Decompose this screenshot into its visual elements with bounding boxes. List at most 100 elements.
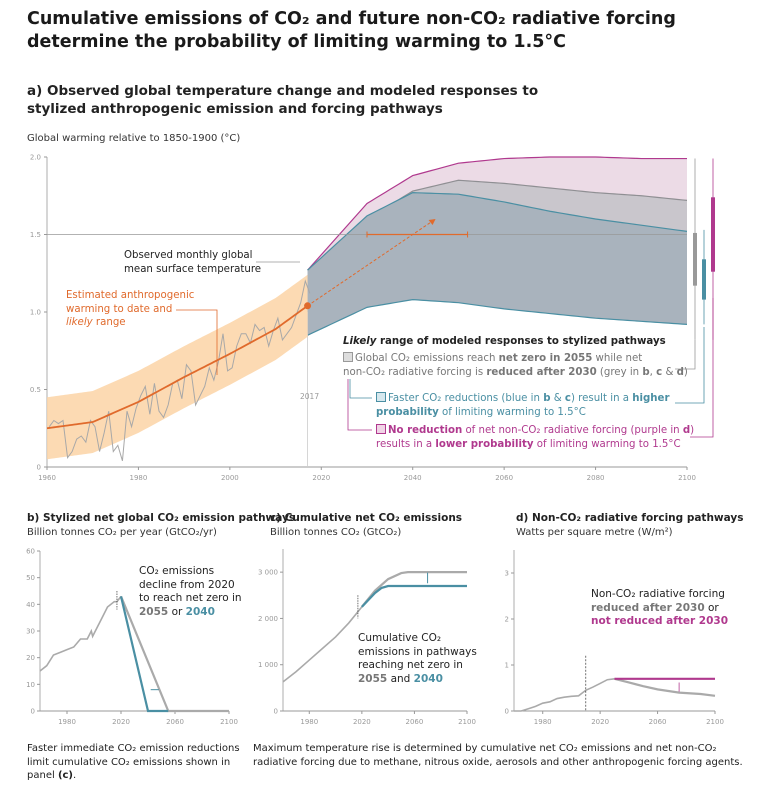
x-tick-label: 2020 bbox=[591, 718, 609, 726]
caption-left: Faster immediate CO₂ emission reductions… bbox=[27, 742, 245, 783]
rich-segment: probability bbox=[376, 406, 439, 418]
x-tick-label: 2060 bbox=[166, 718, 184, 726]
panel-c-title: c) Cumulative net CO₂ emissions bbox=[270, 512, 463, 524]
ann-blue: 2040 bbox=[185, 605, 215, 618]
y-tick-label: 60 bbox=[26, 548, 35, 556]
rich-segment: results in a bbox=[376, 438, 436, 450]
blue-band bbox=[307, 192, 687, 336]
ann-line: Non-CO₂ radiative forcing bbox=[591, 588, 725, 600]
panel-a-heading: a) Observed global temperature change an… bbox=[27, 83, 539, 117]
anthropogenic-leader bbox=[176, 309, 218, 375]
x-tick-label: 2020 bbox=[353, 718, 371, 726]
rich-segment: c bbox=[564, 393, 571, 404]
x-tick-label: 2100 bbox=[706, 718, 724, 726]
y-tick-label: 20 bbox=[26, 654, 35, 662]
rich-segment: (grey in bbox=[596, 366, 643, 378]
projection-arrow bbox=[307, 218, 436, 307]
x-tick-label: 2060 bbox=[649, 718, 667, 726]
y-tick-label: 50 bbox=[26, 574, 35, 582]
anthropogenic-warming-line bbox=[46, 305, 309, 430]
rich-segment: b bbox=[642, 366, 650, 378]
ann-or: or bbox=[704, 601, 719, 614]
anthropogenic-label-line: warming to date and bbox=[66, 303, 173, 315]
y-tick-label: 1 bbox=[505, 662, 509, 670]
y-tick-label: 0.5 bbox=[30, 386, 41, 394]
x-tick-label: 2060 bbox=[406, 718, 424, 726]
purple-upper bbox=[307, 156, 687, 271]
ann-grey: 2055 bbox=[139, 605, 169, 618]
caption-left-text: Faster immediate CO₂ emission reductions… bbox=[27, 743, 240, 781]
current-warming-dot bbox=[304, 302, 312, 310]
ann-line: emissions in pathways bbox=[358, 645, 477, 658]
legend-title: Likely range of modeled responses to sty… bbox=[343, 335, 666, 349]
ann-grey: 2055 bbox=[358, 672, 388, 685]
legend-grey-line2: non-CO₂ radiative forcing is reduced aft… bbox=[343, 367, 688, 378]
legend-blue-line2: probability of limiting warming to 1.5°C bbox=[376, 407, 586, 418]
ann-and: and bbox=[387, 672, 414, 685]
y-tick-label: 0 bbox=[505, 708, 509, 716]
ann-line: CO₂ emissions bbox=[139, 565, 215, 577]
pathway-line-1 bbox=[119, 596, 169, 713]
rich-segment: , bbox=[649, 366, 657, 378]
year-marker-2017: 2017 bbox=[300, 392, 320, 401]
projection-arrowhead bbox=[428, 219, 436, 225]
panel-b-title: b) Stylized net global CO₂ emission path… bbox=[27, 512, 296, 524]
y-tick-label: 0 bbox=[274, 708, 278, 716]
legend-blue-line1: Faster CO₂ reductions (blue in b & c) re… bbox=[388, 393, 669, 404]
ann-line: decline from 2020 bbox=[139, 578, 235, 591]
panel-c-annotation: Cumulative CO₂ emissions in pathways reach… bbox=[358, 632, 477, 686]
y-tick-label: 1.5 bbox=[30, 231, 41, 239]
observed-temperature-line bbox=[48, 279, 311, 461]
panel-c-chart: 0 1 000 2 000 3 000 1980 2020 2060 2100 bbox=[258, 549, 476, 726]
rich-segment: higher bbox=[632, 393, 670, 404]
rich-segment: lower probability bbox=[435, 438, 534, 450]
rich-segment: ) bbox=[683, 366, 688, 378]
legend-purple-line2: results in a lower probability of limiti… bbox=[376, 439, 681, 450]
blue-connector bbox=[675, 327, 705, 404]
range-bar-box-purple bbox=[711, 197, 715, 272]
legend-purple: No reduction of net non-CO₂ radiative fo… bbox=[376, 424, 694, 451]
panel-b-chart: 0 10 20 30 40 50 60 1980 2020 2060 2100 bbox=[26, 548, 238, 727]
historical-line bbox=[514, 678, 615, 712]
y-tick-label: 1.0 bbox=[30, 309, 41, 317]
x-tick-label: 2000 bbox=[221, 474, 239, 482]
x-tick-label: 1980 bbox=[300, 718, 318, 726]
panel-d-ylabel: Watts per square metre (W/m²) bbox=[516, 527, 673, 538]
ann-or: or bbox=[168, 605, 186, 618]
panel-d-chart: 0 1 2 3 1980 2020 2060 2100 bbox=[505, 550, 724, 726]
caption-right: Maximum temperature rise is determined b… bbox=[253, 743, 743, 768]
x-tick-label: 2020 bbox=[112, 718, 130, 726]
observed-label-line: mean surface temperature bbox=[124, 263, 262, 275]
ann-grey: reduced after 2030 bbox=[591, 601, 705, 614]
rich-segment: b bbox=[543, 393, 551, 404]
y-tick-label: 2 bbox=[505, 616, 509, 624]
pathway-line-1 bbox=[361, 584, 467, 608]
x-tick-label: 2060 bbox=[495, 474, 513, 482]
panel-d-annotation: Non-CO₂ radiative forcing reduced after 2… bbox=[591, 588, 728, 629]
grey-swatch bbox=[343, 352, 353, 362]
pathway-line-0 bbox=[361, 571, 467, 608]
x-tick-label: 1980 bbox=[58, 718, 76, 726]
x-tick-label: 2100 bbox=[220, 718, 238, 726]
legend-title-italic: Likely bbox=[343, 336, 377, 347]
panel-b-ylabel: Billion tonnes CO₂ per year (GtCO₂/yr) bbox=[27, 527, 217, 538]
purple-legend-arrow bbox=[347, 379, 372, 431]
blue-swatch bbox=[376, 392, 386, 402]
x-tick-label: 2100 bbox=[678, 474, 696, 482]
observed-label-line: Observed monthly global bbox=[124, 250, 253, 261]
historical-line bbox=[282, 606, 363, 683]
pathway-line-0 bbox=[614, 677, 716, 697]
rich-segment: & bbox=[662, 366, 677, 378]
purple-connector bbox=[690, 298, 714, 438]
rich-segment: & bbox=[550, 393, 565, 404]
y-tick-label: 2.0 bbox=[30, 154, 41, 162]
x-tick-label: 1980 bbox=[534, 718, 552, 726]
range-bar-box-blue bbox=[702, 259, 706, 300]
rich-segment: of net non-CO₂ radiative forcing (purple… bbox=[462, 425, 683, 436]
rich-segment: net zero in 2055 bbox=[498, 353, 593, 364]
x-tick-label: 2040 bbox=[404, 474, 422, 482]
blue-lower bbox=[307, 298, 688, 336]
legend-purple-line1: No reduction of net non-CO₂ radiative fo… bbox=[388, 425, 694, 436]
rich-segment: No reduction bbox=[388, 425, 463, 436]
rich-segment: Faster CO₂ reductions (blue in bbox=[388, 393, 544, 404]
